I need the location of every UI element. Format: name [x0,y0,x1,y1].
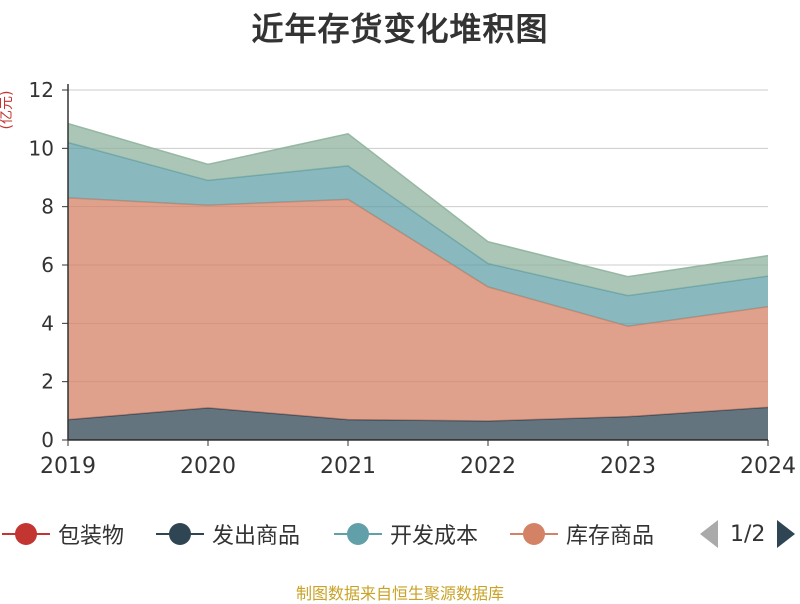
legend-marker-icon [156,514,204,554]
legend-marker-icon [334,514,382,554]
legend-marker-icon [510,514,558,554]
legend-prev-page-icon[interactable] [700,520,718,548]
legend-label: 发出商品 [212,518,300,550]
y-tick-label: 4 [41,311,54,335]
legend-item-kucun-shangpin[interactable]: 库存商品 [510,514,654,554]
legend-label: 包装物 [58,518,124,550]
legend-marker-icon [2,514,50,554]
legend-label: 库存商品 [566,518,654,550]
x-tick-label: 2024 [740,454,796,479]
y-tick-label: 0 [41,428,54,452]
legend-pager: 1/2 [700,514,795,554]
x-tick-label: 2019 [40,454,96,479]
source-note: 制图数据来自恒生聚源数据库 [0,580,800,604]
y-tick-label: 10 [29,136,54,160]
legend-item-baozhuangwu[interactable]: 包装物 [2,514,124,554]
x-tick-label: 2023 [600,454,656,479]
y-tick-label: 12 [29,78,54,102]
y-tick-label: 6 [41,253,54,277]
legend-item-kaifa-chengben[interactable]: 开发成本 [334,514,478,554]
legend-page-indicator: 1/2 [730,522,765,547]
y-tick-label: 8 [41,195,54,219]
legend-label: 开发成本 [390,518,478,550]
legend-next-page-icon[interactable] [777,520,795,548]
x-tick-label: 2022 [460,454,516,479]
legend-item-fachu-shangpin[interactable]: 发出商品 [156,514,300,554]
legend: 包装物 发出商品 开发成本 库存商品 [0,514,800,554]
x-tick-label: 2020 [180,454,236,479]
y-tick-label: 2 [41,370,54,394]
x-tick-label: 2021 [320,454,376,479]
